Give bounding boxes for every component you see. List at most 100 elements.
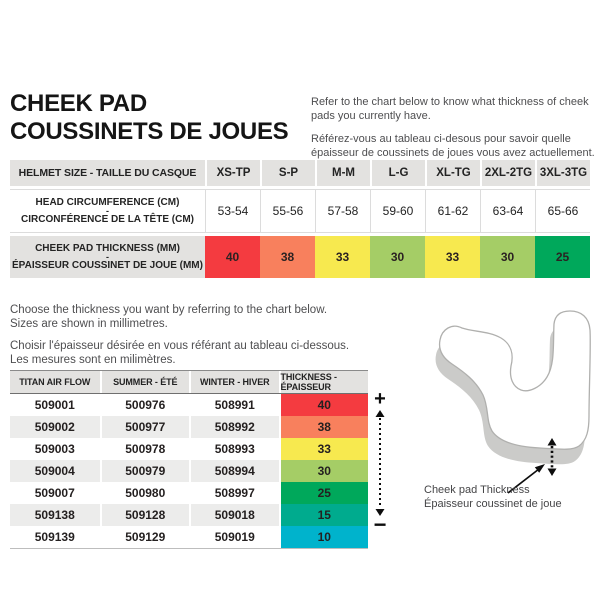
thickness-value-cell: 40 <box>205 236 260 278</box>
circumference-value: 57-58 <box>315 190 370 232</box>
thickness-value-cell: 25 <box>535 236 590 278</box>
size-header-2xl: 2XL-2TG <box>480 160 535 186</box>
part-cell-summer: 500977 <box>99 416 189 438</box>
choose-text-fr: Choisir l'épaisseur désirée en vous réfé… <box>10 339 349 367</box>
cheek-pad-thickness-label-fr: ÉPAISSEUR COUSSINET DE JOUE (MM) <box>12 259 203 271</box>
header-summer: SUMMER - ÉTÉ <box>99 371 189 393</box>
thickness-value-cell: 33 <box>425 236 480 278</box>
part-cell-thickness: 10 <box>278 526 368 548</box>
part-table-row: 509001 500976 508991 40 <box>10 394 368 416</box>
header-thickness: THICKNESS - ÉPAISSEUR <box>278 371 368 393</box>
part-number-table: TITAN AIR FLOW SUMMER - ÉTÉ WINTER - HIV… <box>10 370 368 549</box>
cheek-pad-thickness-label: Cheek pad Thickness Épaisseur coussinet … <box>424 484 562 511</box>
circumference-value: 61-62 <box>425 190 480 232</box>
part-cell-thickness: 40 <box>278 394 368 416</box>
label-separator: - <box>106 251 109 262</box>
head-circumference-label: HEAD CIRCUMFERENCE (CM) - CIRCONFÉRENCE … <box>10 190 205 232</box>
part-cell-summer: 500978 <box>99 438 190 460</box>
label-arrow-icon <box>507 464 545 494</box>
circumference-value: 63-64 <box>480 190 535 232</box>
cheek-pad-thickness-label-en: CHEEK PAD THICKNESS (MM) <box>35 242 180 254</box>
choose-text-en: Choose the thickness you want by referri… <box>10 303 349 331</box>
thickness-scale-indicator: + − <box>368 388 392 537</box>
thickness-marker-icon <box>547 438 557 476</box>
part-cell-winter: 508991 <box>189 394 279 416</box>
part-table-row: 509004 500979 508994 30 <box>10 460 368 482</box>
helmet-size-corner-label: HELMET SIZE - TAILLE DU CASQUE <box>10 160 205 186</box>
part-cell-thickness: 25 <box>278 482 368 504</box>
part-cell-winter: 509018 <box>189 504 279 526</box>
minus-icon: − <box>373 512 387 537</box>
page-title-en: CHEEK PAD <box>10 90 147 117</box>
choose-en-line1: Choose the thickness you want by referri… <box>10 304 328 316</box>
circumference-value: 53-54 <box>205 190 260 232</box>
plus-icon: + <box>374 388 386 410</box>
thickness-value-cell: 30 <box>480 236 535 278</box>
part-cell-winter: 508993 <box>189 438 279 460</box>
choose-en-line2: Sizes are shown in millimetres. <box>10 318 168 330</box>
head-circumference-label-fr: CIRCONFÉRENCE DE LA TÊTE (CM) <box>21 213 194 225</box>
dotted-double-arrow-icon <box>375 410 385 516</box>
size-header-xl: XL-TG <box>425 160 480 186</box>
size-header-s: S-P <box>260 160 315 186</box>
page-title: CHEEK PAD COUSSINETS DE JOUES <box>10 90 289 146</box>
header-titan-air-flow: TITAN AIR FLOW <box>10 371 100 393</box>
part-cell-thickness: 30 <box>278 460 368 482</box>
part-cell-winter: 508992 <box>189 416 279 438</box>
part-cell-summer: 509128 <box>99 504 189 526</box>
cheek-pad-thickness-label-en: Cheek pad Thickness <box>424 484 530 496</box>
part-cell-titan: 509001 <box>34 398 75 412</box>
size-header-xs: XS-TP <box>205 160 260 186</box>
cheek-pad-illustration <box>412 302 600 517</box>
thickness-value-cell: 38 <box>260 236 315 278</box>
label-separator: - <box>106 205 109 216</box>
part-cell-summer: 509129 <box>99 526 190 548</box>
thickness-value-cell: 33 <box>315 236 370 278</box>
part-cell-winter: 509019 <box>189 526 279 548</box>
part-table-row: 509138 509128 509018 15 <box>10 504 368 526</box>
part-cell-summer: 500980 <box>99 482 190 504</box>
part-cell-titan: 509002 <box>10 416 100 438</box>
helmet-size-table: HELMET SIZE - TAILLE DU CASQUE XS-TP S-P… <box>10 160 590 278</box>
thickness-value-cell: 30 <box>370 236 425 278</box>
intro-text: Refer to the chart below to know what th… <box>311 96 597 170</box>
part-cell-titan: 509138 <box>10 504 100 526</box>
choose-fr-line2: Les mesures sont en milimètres. <box>10 354 176 366</box>
intro-text-en: Refer to the chart below to know what th… <box>311 96 589 122</box>
part-table-header-row: TITAN AIR FLOW SUMMER - ÉTÉ WINTER - HIV… <box>10 371 368 394</box>
part-cell-winter: 508997 <box>189 482 279 504</box>
part-cell-titan: 509139 <box>34 530 75 544</box>
part-cell-thickness: 33 <box>278 438 368 460</box>
header-winter: WINTER - HIVER <box>189 371 279 393</box>
part-cell-titan: 509004 <box>10 460 100 482</box>
part-cell-winter: 508994 <box>189 460 279 482</box>
helmet-size-header-row: HELMET SIZE - TAILLE DU CASQUE XS-TP S-P… <box>10 160 590 186</box>
part-cell-titan: 509007 <box>34 486 75 500</box>
part-cell-titan: 509003 <box>34 442 75 456</box>
size-header-3xl: 3XL-3TG <box>535 160 590 186</box>
cheek-pad-shape <box>435 310 591 465</box>
cheek-pad-thickness-row: CHEEK PAD THICKNESS (MM) - ÉPAISSEUR COU… <box>10 236 590 278</box>
part-cell-summer: 500979 <box>99 460 189 482</box>
part-table-row: 509002 500977 508992 38 <box>10 416 368 438</box>
size-header-m: M-M <box>315 160 370 186</box>
circumference-value: 65-66 <box>535 190 590 232</box>
circumference-value: 59-60 <box>370 190 425 232</box>
part-cell-summer: 500976 <box>99 394 190 416</box>
head-circumference-label-en: HEAD CIRCUMFERENCE (CM) <box>35 196 180 208</box>
choose-text: Choose the thickness you want by referri… <box>10 303 349 375</box>
page-title-fr: COUSSINETS DE JOUES <box>10 118 289 145</box>
head-circumference-row: HEAD CIRCUMFERENCE (CM) - CIRCONFÉRENCE … <box>10 189 590 233</box>
choose-fr-line1: Choisir l'épaisseur désirée en vous réfé… <box>10 340 350 352</box>
cheek-pad-thickness-label-fr: Épaisseur coussinet de joue <box>424 497 562 510</box>
part-table-row: 509003 500978 508993 33 <box>10 438 368 460</box>
part-cell-thickness: 38 <box>278 416 368 438</box>
part-table-row: 509007 500980 508997 25 <box>10 482 368 504</box>
part-cell-thickness: 15 <box>278 504 368 526</box>
intro-text-fr: Référez-vous au tableau ci-desous pour s… <box>311 133 595 159</box>
size-header-l: L-G <box>370 160 425 186</box>
circumference-value: 55-56 <box>260 190 315 232</box>
part-table-row: 509139 509129 509019 10 <box>10 526 368 549</box>
cheek-pad-thickness-label: CHEEK PAD THICKNESS (MM) - ÉPAISSEUR COU… <box>10 236 205 278</box>
